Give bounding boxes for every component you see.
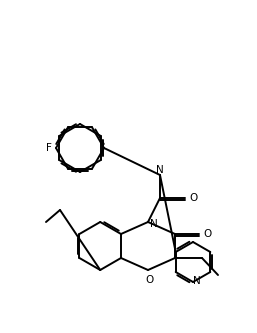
Text: O: O [189,193,197,203]
Text: F: F [46,143,52,153]
Text: N: N [193,276,201,286]
Text: N: N [150,219,158,229]
Text: N: N [156,165,164,175]
Text: O: O [146,275,154,285]
Text: O: O [203,229,211,239]
